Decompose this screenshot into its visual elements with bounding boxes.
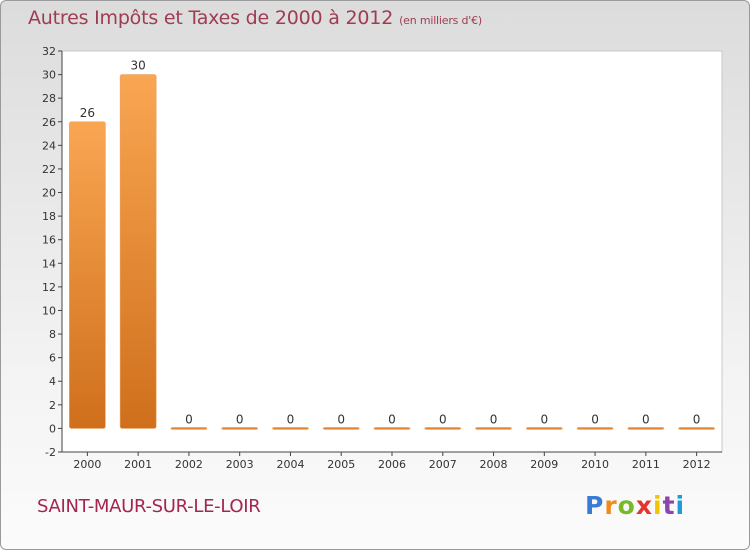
logo-letter: x [635, 491, 653, 520]
y-tick-label: 8 [49, 328, 56, 341]
y-tick-label: 12 [42, 281, 56, 294]
x-tick-label: 2003 [226, 458, 254, 471]
bar-2010 [576, 427, 614, 430]
x-tick-label: 2011 [632, 458, 660, 471]
bar-2009 [526, 427, 563, 430]
y-tick-label: 20 [42, 187, 56, 200]
x-tick-label: 2005 [327, 458, 355, 471]
x-tick-label: 2004 [276, 458, 304, 471]
chart-title-block: Autres Impôts et Taxes de 2000 à 2012 (en… [28, 7, 482, 29]
logo-letter: t [662, 491, 676, 520]
y-tick-label: -2 [45, 446, 56, 459]
x-tick-label: 2009 [530, 458, 558, 471]
y-tick-label: 32 [42, 45, 56, 58]
y-tick-label: 6 [49, 352, 56, 365]
bar-2000 [69, 121, 106, 429]
chart-subtitle: (en milliers d'€) [399, 14, 482, 27]
y-tick-label: 22 [42, 163, 56, 176]
y-tick-label: 28 [42, 92, 56, 105]
bar-2003 [221, 427, 258, 430]
x-tick-label: 2008 [480, 458, 508, 471]
plot-area [61, 50, 723, 453]
y-tick-label: 18 [42, 210, 56, 223]
logo-letter: P [585, 491, 605, 520]
y-tick-label: 26 [42, 116, 56, 129]
data-label: 0 [287, 412, 295, 426]
y-tick-label: 4 [49, 375, 56, 388]
y-tick-label: 14 [42, 257, 56, 270]
x-tick-label: 2006 [378, 458, 406, 471]
data-label: 0 [185, 412, 193, 426]
data-label: 0 [236, 412, 244, 426]
logo-letter: r [604, 491, 618, 520]
bar-2008 [475, 427, 512, 430]
data-label: 0 [642, 412, 650, 426]
bar-2005 [322, 427, 360, 430]
commune-name: SAINT-MAUR-SUR-LE-LOIR [37, 496, 261, 517]
data-label: 30 [131, 59, 146, 73]
y-tick-label: 24 [42, 139, 56, 152]
x-tick-label: 2012 [683, 458, 711, 471]
data-label: 0 [693, 412, 701, 426]
data-label: 0 [337, 412, 345, 426]
x-tick-label: 2002 [175, 458, 203, 471]
bar-2006 [373, 427, 411, 430]
bar-2002 [170, 427, 208, 430]
y-tick-label: 10 [42, 304, 56, 317]
chart-title: Autres Impôts et Taxes de 2000 à 2012 [28, 7, 394, 29]
bar-2012 [678, 427, 715, 430]
bar-2007 [424, 427, 462, 430]
y-tick-label: 16 [42, 234, 56, 247]
x-tick-label: 2007 [429, 458, 457, 471]
y-tick-label: 30 [42, 69, 56, 82]
logo-letter: o [617, 491, 636, 520]
data-label: 0 [388, 412, 396, 426]
x-tick-label: 2010 [581, 458, 609, 471]
proxiti-logo: Proxiti [585, 491, 685, 520]
y-tick-label: 0 [49, 422, 56, 435]
data-label: 0 [439, 412, 447, 426]
data-label: 26 [80, 106, 95, 120]
data-label: 0 [490, 412, 498, 426]
logo-letter: i [653, 491, 663, 520]
bar-2004 [272, 427, 309, 430]
data-label: 0 [591, 412, 599, 426]
bar-2001 [119, 74, 157, 429]
x-tick-label: 2001 [124, 458, 152, 471]
x-tick-label: 2000 [73, 458, 101, 471]
data-label: 0 [540, 412, 548, 426]
bar-2011 [627, 427, 665, 430]
logo-letter: i [675, 491, 686, 520]
y-tick-label: 2 [49, 399, 56, 412]
